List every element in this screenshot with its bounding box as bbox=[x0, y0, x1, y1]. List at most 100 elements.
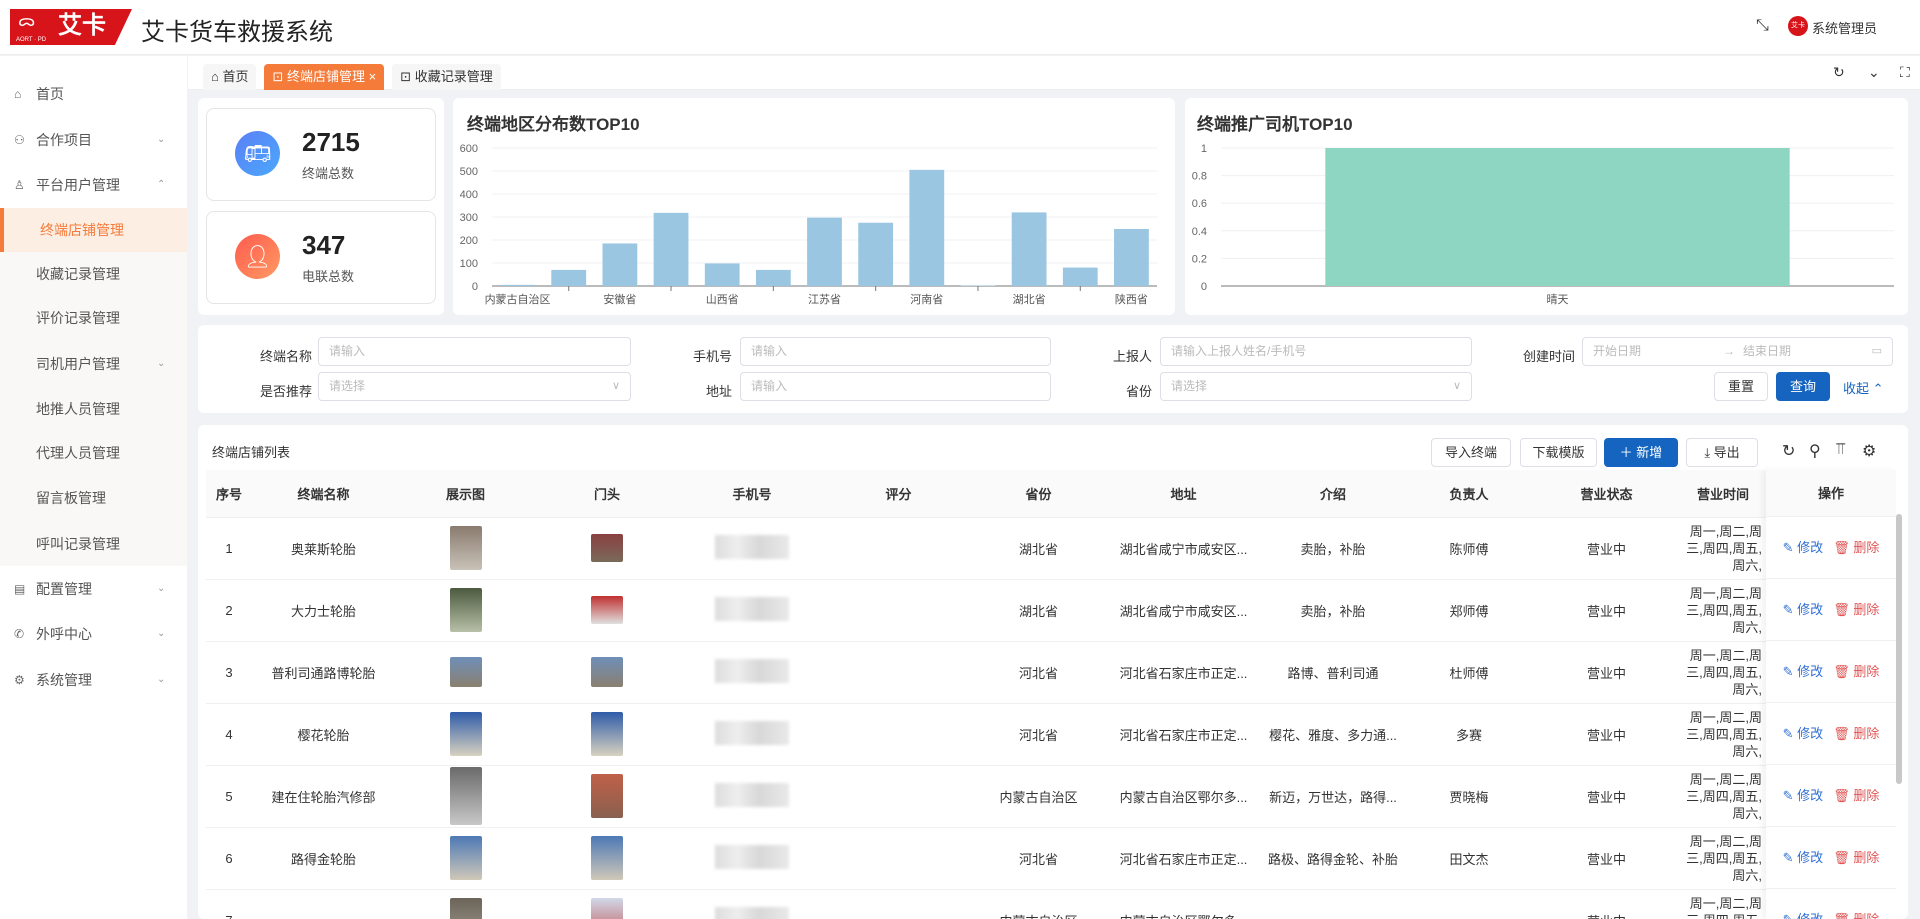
display-image[interactable] bbox=[449, 836, 482, 880]
storefront-image[interactable] bbox=[591, 534, 623, 562]
table-row[interactable]: 1 奥莱斯轮胎 湖北省 湖北省咸宁市咸安区... 卖胎，补胎 陈师傅 营业中 周… bbox=[206, 517, 1766, 580]
sidebar-item-11[interactable]: ▤ 配置管理 ⌄ bbox=[0, 567, 187, 611]
table-row[interactable]: 2 大力士轮胎 湖北省 湖北省咸宁市咸安区... 卖胎，补胎 郑师傅 营业中 周… bbox=[206, 579, 1766, 642]
sidebar-item-12[interactable]: ✆ 外呼中心 ⌄ bbox=[0, 612, 187, 656]
column-header[interactable]: 展示图 bbox=[395, 470, 536, 518]
bar[interactable] bbox=[755, 269, 791, 286]
avatar[interactable]: 艾卡 bbox=[1788, 16, 1808, 36]
phone-input[interactable]: 请输入 bbox=[740, 337, 1051, 366]
bar[interactable] bbox=[653, 212, 689, 286]
maximize-icon[interactable]: ⛶ bbox=[1900, 64, 1910, 80]
edit-button[interactable]: ✎ 修改 bbox=[1783, 664, 1824, 679]
bar[interactable] bbox=[500, 284, 535, 286]
storefront-image[interactable] bbox=[591, 774, 623, 818]
sidebar-item-8[interactable]: 代理人员管理 bbox=[0, 431, 187, 475]
bar[interactable] bbox=[858, 222, 894, 286]
delete-button[interactable]: 🗑︎ 删除 bbox=[1833, 912, 1879, 919]
column-header[interactable]: 地址 bbox=[1106, 470, 1261, 518]
table-scrollbar[interactable] bbox=[1896, 514, 1902, 784]
reset-button[interactable]: 重置 bbox=[1714, 372, 1768, 401]
download-template-button[interactable]: 下载模版 bbox=[1520, 438, 1597, 467]
bar[interactable] bbox=[1325, 148, 1790, 286]
column-header[interactable]: 终端名称 bbox=[252, 470, 395, 518]
date-range-input[interactable]: 开始日期 → 结束日期 ▭ bbox=[1582, 337, 1893, 366]
display-image[interactable] bbox=[449, 526, 482, 570]
terminal-name-input[interactable]: 请输入 bbox=[318, 337, 631, 366]
end-date[interactable]: 结束日期 bbox=[1743, 344, 1792, 358]
address-input[interactable]: 请输入 bbox=[740, 372, 1051, 401]
recommend-select[interactable]: 请选择 ∨ bbox=[318, 372, 631, 401]
sidebar-item-10[interactable]: 呼叫记录管理 bbox=[0, 522, 187, 566]
storefront-image[interactable] bbox=[591, 657, 623, 687]
storefront-image[interactable] bbox=[591, 898, 623, 919]
start-date[interactable]: 开始日期 bbox=[1593, 344, 1642, 358]
delete-button[interactable]: 🗑︎ 删除 bbox=[1833, 788, 1879, 803]
delete-button[interactable]: 🗑︎ 删除 bbox=[1833, 726, 1879, 741]
table-row[interactable]: 4 樱花轮胎 河北省 河北省石家庄市正定... 樱花、雅度、多力通... 多赛 … bbox=[206, 703, 1766, 766]
column-header[interactable]: 序号 bbox=[206, 470, 252, 518]
sidebar-item-4[interactable]: 收藏记录管理 bbox=[0, 252, 187, 296]
storefront-image[interactable] bbox=[591, 596, 623, 624]
collapse-button[interactable]: 收起 ⌃ bbox=[1843, 378, 1884, 397]
reporter-input[interactable]: 请输入上报人姓名/手机号 bbox=[1160, 337, 1472, 366]
sidebar-item-2[interactable]: ♙ 平台用户管理 ⌃ bbox=[0, 163, 187, 207]
bar[interactable] bbox=[1011, 212, 1047, 286]
column-header[interactable]: 营业时间 bbox=[1680, 470, 1766, 518]
table-row[interactable]: 7 内蒙古自治区 内蒙古自治区鄂尔多... 营业中 周一,周二,周三,周四,周五… bbox=[206, 889, 1766, 919]
sidebar-item-6[interactable]: 司机用户管理 ⌄ bbox=[0, 342, 187, 386]
import-button[interactable]: 导入终端 bbox=[1431, 438, 1511, 467]
column-header[interactable]: 负责人 bbox=[1405, 470, 1533, 518]
storefront-image[interactable] bbox=[591, 712, 623, 756]
storefront-image[interactable] bbox=[591, 836, 623, 880]
tab-favorites[interactable]: ⊡ 收藏记录管理 bbox=[392, 64, 501, 90]
sidebar-item-1[interactable]: ⚇ 合作项目 ⌄ bbox=[0, 118, 187, 162]
refresh-icon[interactable]: ↻ bbox=[1833, 64, 1845, 80]
chevron-down-icon[interactable]: ⌄ bbox=[1868, 64, 1880, 80]
search-icon[interactable]: ⚲ bbox=[1809, 443, 1821, 460]
display-image[interactable] bbox=[449, 588, 482, 632]
column-header[interactable]: 评分 bbox=[826, 470, 971, 518]
sidebar-item-5[interactable]: 评价记录管理 bbox=[0, 296, 187, 340]
table-row[interactable]: 6 路得金轮胎 河北省 河北省石家庄市正定... 路极、路得金轮、补胎 田文杰 … bbox=[206, 827, 1766, 890]
table-row[interactable]: 3 普利司通路博轮胎 河北省 河北省石家庄市正定... 路博、普利司通 杜师傅 … bbox=[206, 641, 1766, 704]
search-button[interactable]: 查询 bbox=[1776, 372, 1830, 401]
table-row[interactable]: 5 建在住轮胎汽修部 内蒙古自治区 内蒙古自治区鄂尔多... 新迈，万世达，路得… bbox=[206, 765, 1766, 828]
delete-button[interactable]: 🗑︎ 删除 bbox=[1833, 850, 1879, 865]
refresh-icon[interactable]: ↻ bbox=[1782, 443, 1796, 460]
user-name[interactable]: 系统管理员 bbox=[1812, 21, 1878, 36]
column-header[interactable]: 手机号 bbox=[678, 470, 826, 518]
edit-button[interactable]: ✎ 修改 bbox=[1783, 912, 1824, 919]
export-button[interactable]: ⤓ 导出 bbox=[1686, 438, 1758, 467]
province-select[interactable]: 请选择 ∨ bbox=[1160, 372, 1472, 401]
delete-button[interactable]: 🗑︎ 删除 bbox=[1833, 602, 1879, 617]
delete-button[interactable]: 🗑︎ 删除 bbox=[1833, 664, 1879, 679]
edit-button[interactable]: ✎ 修改 bbox=[1783, 850, 1824, 865]
tab-home[interactable]: ⌂ 首页 bbox=[203, 64, 257, 90]
bar[interactable] bbox=[1062, 267, 1098, 286]
bar[interactable] bbox=[909, 169, 945, 286]
edit-button[interactable]: ✎ 修改 bbox=[1783, 540, 1824, 555]
edit-button[interactable]: ✎ 修改 bbox=[1783, 726, 1824, 741]
tab-terminal-store[interactable]: ⊡ 终端店铺管理 × bbox=[264, 64, 385, 90]
add-button[interactable]: ＋ 新增 bbox=[1604, 438, 1678, 467]
display-image[interactable] bbox=[449, 898, 482, 919]
sidebar-item-13[interactable]: ⚙ 系统管理 ⌄ bbox=[0, 658, 187, 702]
column-header[interactable]: 门头 bbox=[536, 470, 678, 518]
bar[interactable] bbox=[1114, 228, 1149, 286]
column-header[interactable]: 营业状态 bbox=[1533, 470, 1680, 518]
bar[interactable] bbox=[551, 269, 587, 286]
edit-button[interactable]: ✎ 修改 bbox=[1783, 788, 1824, 803]
display-image[interactable] bbox=[449, 712, 482, 756]
sidebar-item-9[interactable]: 留言板管理 bbox=[0, 476, 187, 520]
sidebar-item-0[interactable]: ⌂ 首页 bbox=[0, 72, 187, 116]
column-height-icon[interactable]: ⫪ bbox=[1836, 441, 1846, 458]
delete-button[interactable]: 🗑︎ 删除 bbox=[1833, 540, 1879, 555]
sidebar-item-3[interactable]: 终端店铺管理 bbox=[0, 208, 187, 252]
display-image[interactable] bbox=[449, 767, 482, 825]
edit-button[interactable]: ✎ 修改 bbox=[1783, 602, 1824, 617]
settings-gear-icon[interactable]: ⚙ bbox=[1862, 443, 1877, 460]
column-header[interactable]: 介绍 bbox=[1261, 470, 1405, 518]
bar[interactable] bbox=[704, 263, 740, 286]
fullscreen-icon[interactable]: ⤡ bbox=[1756, 17, 1769, 34]
sidebar-item-7[interactable]: 地推人员管理 bbox=[0, 387, 187, 431]
